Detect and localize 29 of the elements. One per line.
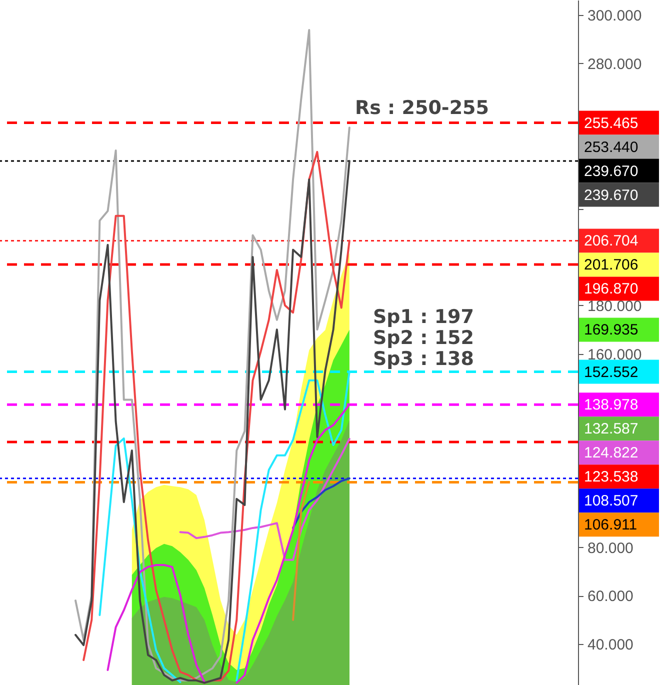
ref-line-label: 255.465 [584, 114, 638, 132]
ref-line-label: 206.704 [584, 232, 638, 250]
text: 169.935 [584, 322, 638, 339]
annotation: Sp2 : 152 [373, 327, 474, 349]
text: 201.706 [584, 256, 638, 274]
y-tick-label: 180.000 [588, 298, 642, 315]
y-tick-label: 60.000 [588, 588, 634, 606]
line-series [292, 477, 350, 529]
annotation: Sp1 : 197 [373, 306, 474, 328]
ref-line-label: 196.870 [584, 280, 638, 298]
line-series [179, 438, 350, 561]
y-tick-label: 40.000 [588, 636, 634, 654]
text: 253.440 [584, 138, 638, 156]
y-tick-label: 280.000 [588, 56, 642, 73]
ref-line-label: 106.911 [584, 516, 638, 534]
line-series [74, 29, 350, 682]
y-tick-label: 300.000 [588, 8, 642, 24]
y-tick-label: 160.000 [588, 346, 642, 364]
text: 132.587 [584, 420, 638, 438]
text: 124.822 [584, 444, 638, 462]
annotation: Sp3 : 138 [373, 348, 474, 370]
ref-line-label: 138.978 [584, 396, 638, 414]
ref-line-label: 239.670 [584, 162, 638, 180]
annotation: Rs : 250-255 [355, 97, 489, 119]
text: 239.670 [584, 186, 638, 204]
ref-line-label: 152.552 [584, 364, 638, 381]
y-tick-label: 80.000 [588, 540, 634, 557]
ref-line-label: 108.507 [584, 492, 638, 510]
ref-line-label: 123.538 [584, 468, 638, 486]
